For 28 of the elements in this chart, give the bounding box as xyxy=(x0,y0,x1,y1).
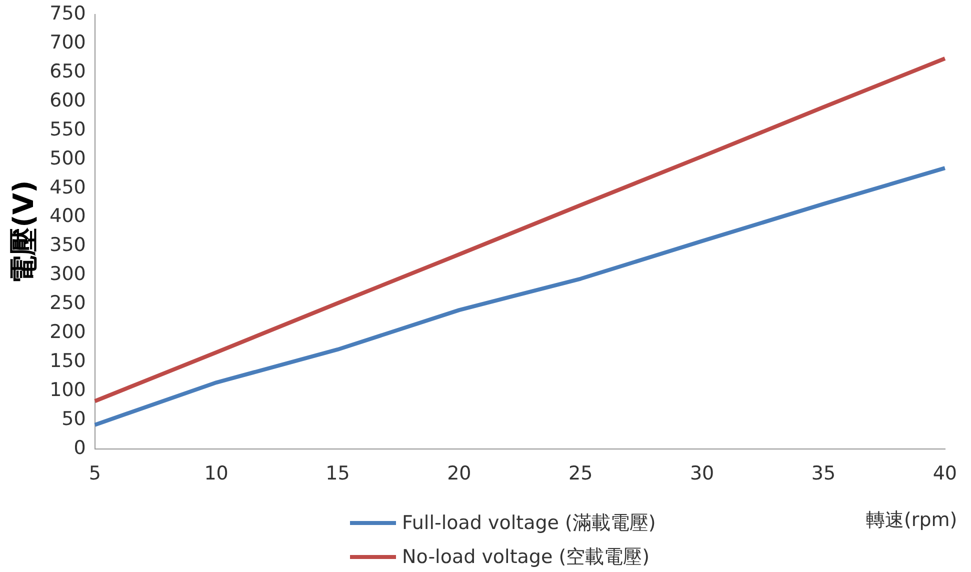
y-tick-label: 500 xyxy=(50,147,86,170)
y-tick-label: 550 xyxy=(50,118,86,140)
y-tick-label: 200 xyxy=(50,321,86,344)
y-tick-label: 250 xyxy=(50,292,86,314)
y-tick-label: 0 xyxy=(74,437,86,460)
y-tick-label: 600 xyxy=(50,89,86,112)
y-tick-label: 650 xyxy=(50,60,86,82)
x-axis-title: 轉速(rpm) xyxy=(866,508,958,533)
x-tick-label: 30 xyxy=(690,462,714,485)
x-tick-label: 35 xyxy=(811,462,836,485)
x-tick-label: 10 xyxy=(204,462,228,485)
y-tick-label: 450 xyxy=(50,176,86,198)
y-tick-label: 700 xyxy=(50,31,86,54)
y-tick-label: 150 xyxy=(50,350,86,372)
legend-label: Full-load voltage (滿載電壓) xyxy=(402,511,656,536)
x-tick-label: 20 xyxy=(447,462,472,485)
legend-label: No-load voltage (空載電壓) xyxy=(402,545,650,570)
y-tick-label: 400 xyxy=(50,205,86,228)
x-tick-label: 5 xyxy=(88,462,101,485)
y-tick-label: 750 xyxy=(50,2,86,24)
y-axis-title: 電壓(V) xyxy=(7,180,40,284)
x-tick-label: 15 xyxy=(326,462,350,485)
x-tick-label: 25 xyxy=(568,462,593,485)
x-tick-label: 40 xyxy=(932,462,958,485)
y-tick-label: 100 xyxy=(50,379,86,402)
y-tick-label: 350 xyxy=(50,234,86,256)
y-tick-label: 300 xyxy=(50,263,86,286)
y-tick-label: 50 xyxy=(62,408,86,430)
